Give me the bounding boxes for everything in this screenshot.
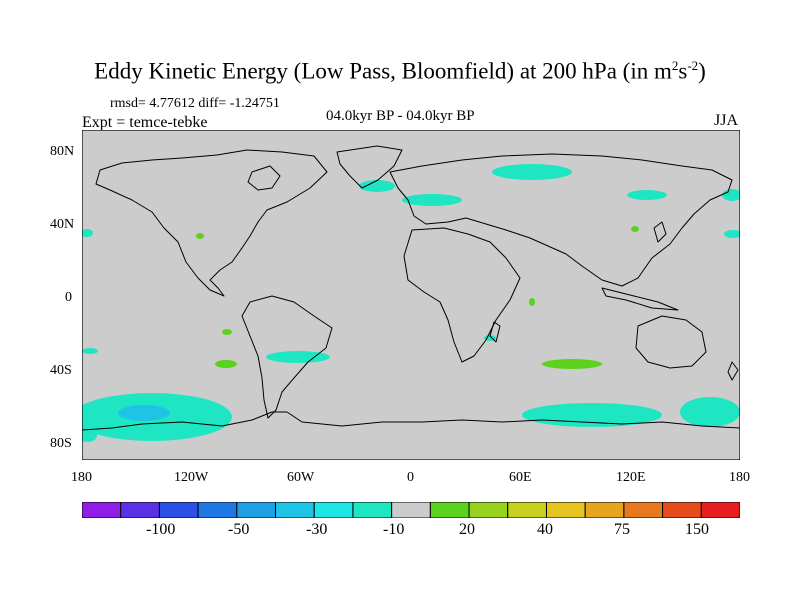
anomaly-patch (724, 230, 740, 238)
plot-title: Eddy Kinetic Energy (Low Pass, Bloomfiel… (94, 58, 706, 84)
anomaly-patch (196, 233, 204, 239)
positive-anomaly-patches (196, 226, 639, 369)
greenland (336, 145, 403, 189)
lon-label-120e: 120E (616, 470, 646, 485)
anomaly-patch (529, 298, 535, 306)
colorbar-label: -100 (146, 521, 176, 538)
north-america (95, 149, 328, 297)
lat-label-0: 0 (65, 290, 72, 305)
colorbar-swatch (391, 502, 431, 518)
coastlines (82, 145, 740, 460)
colorbar-swatch (429, 502, 470, 518)
africa (403, 227, 521, 363)
lat-label-80s: 80S (50, 436, 72, 451)
colorbar-swatch (700, 502, 740, 518)
colorbar-swatch (158, 502, 199, 518)
south-america (241, 295, 333, 419)
anomaly-patch (627, 190, 667, 200)
japan (653, 221, 667, 243)
colorbar-swatch (313, 502, 354, 518)
anomaly-patch (222, 329, 232, 335)
colorbar-swatch (82, 502, 122, 518)
colorbar-swatch (275, 502, 315, 518)
madagascar (489, 321, 501, 343)
anomaly-patch (82, 430, 97, 442)
lon-label-180e: 180 (729, 470, 750, 485)
colorbar-label: 20 (459, 521, 475, 538)
southeast-asia-islands (601, 287, 679, 311)
lat-label-40s: 40S (50, 363, 72, 378)
anomaly-patch (680, 397, 740, 427)
season-label: JJA (714, 112, 739, 129)
lon-label-60e: 60E (509, 470, 532, 485)
anomaly-patch (402, 194, 462, 206)
colorbar-swatch (120, 502, 160, 518)
colorbar-swatch (197, 502, 238, 518)
anomaly-patch (722, 189, 740, 201)
colorbar-swatch (236, 502, 277, 518)
anomaly-patch (82, 348, 98, 354)
colorbar-label: -30 (306, 521, 328, 538)
colorbar-swatch (352, 502, 393, 518)
eurasia (389, 153, 733, 287)
lon-label-60w: 60W (287, 470, 315, 485)
anomaly-patch (215, 360, 237, 368)
lon-label-0: 0 (407, 470, 414, 485)
anomaly-patch-core (118, 405, 170, 421)
australia (635, 315, 707, 369)
colorbar-swatch (507, 502, 547, 518)
lon-label-120w: 120W (174, 470, 209, 485)
anomaly-patch (631, 226, 639, 232)
anomaly-patch (359, 180, 395, 192)
period-label: 04.0kyr BP - 04.0kyr BP (326, 108, 475, 124)
lon-label-180w: 180 (71, 470, 92, 485)
world-map (82, 130, 740, 460)
new-zealand (727, 361, 739, 381)
antarctica (82, 411, 740, 460)
colorbar-label: -10 (383, 521, 405, 538)
colorbar (82, 502, 740, 518)
colorbar-label: -50 (228, 521, 250, 538)
colorbar-swatch (662, 502, 702, 518)
colorbar-label: 75 (614, 521, 630, 538)
lat-label-80n: 80N (50, 144, 75, 159)
colorbar-swatch (545, 502, 586, 518)
experiment-label: Expt = temce-tebke (82, 114, 208, 131)
anomaly-patch (542, 359, 602, 369)
colorbar-label: 150 (685, 521, 709, 538)
colorbar-swatch (584, 502, 625, 518)
colorbar-swatch (468, 502, 509, 518)
hudson-bay (247, 165, 281, 191)
lat-label-40n: 40N (50, 217, 75, 232)
anomaly-patch (82, 229, 93, 237)
anomaly-patch (492, 164, 572, 180)
anomaly-patch (266, 351, 330, 363)
colorbar-label: 40 (537, 521, 553, 538)
stats-text: rmsd= 4.77612 diff= -1.24751 (110, 96, 280, 111)
colorbar-swatch (623, 502, 664, 518)
